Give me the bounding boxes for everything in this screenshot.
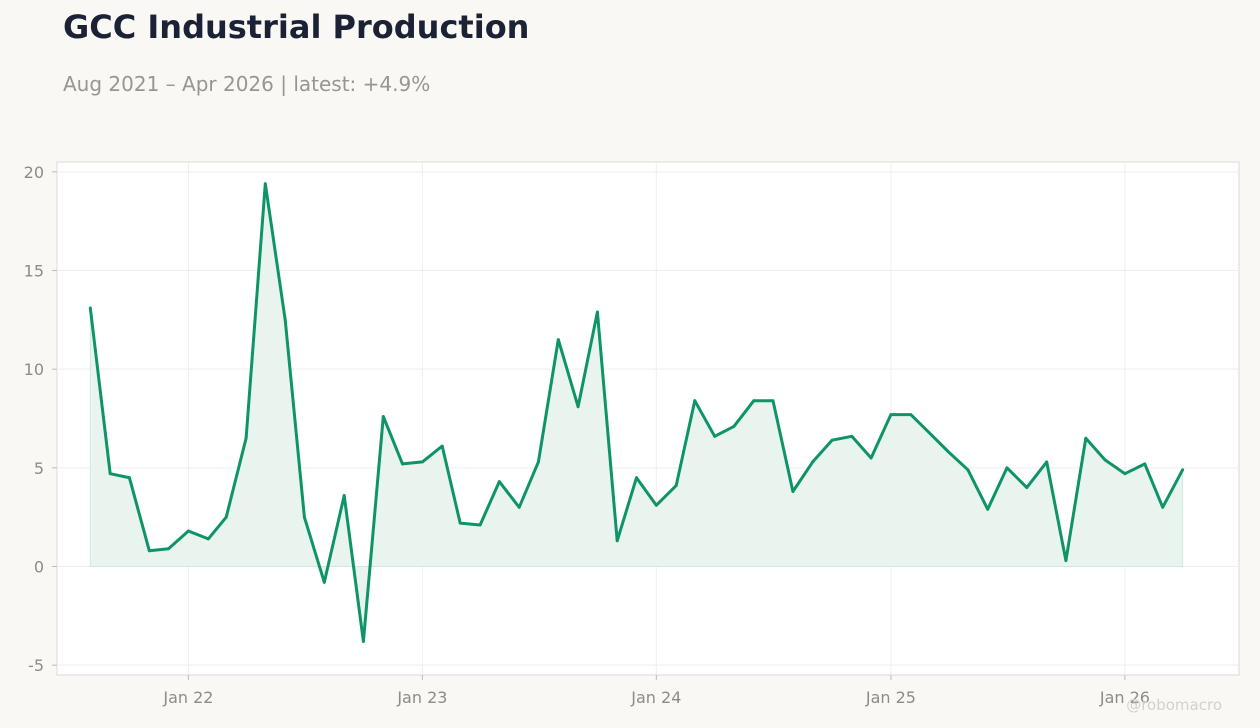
data-point [342, 494, 346, 497]
data-point [303, 515, 306, 519]
data-point [791, 490, 795, 493]
data-point [421, 460, 424, 464]
data-point [674, 484, 678, 487]
y-tick-label: 0 [34, 557, 44, 576]
data-point [713, 434, 717, 438]
y-axis: 20 15 10 5 0 -5 [24, 163, 57, 675]
data-point [889, 413, 893, 416]
data-point [830, 438, 834, 442]
data-point [206, 537, 210, 541]
y-tick-label: -5 [28, 656, 44, 675]
x-axis: Jan 22 Jan 23 Jan 24 Jan 25 Jan 26 [162, 675, 1150, 707]
data-point [752, 399, 756, 403]
data-point [1045, 460, 1049, 464]
data-point [224, 515, 228, 519]
data-point [1181, 468, 1184, 472]
data-point [596, 310, 599, 314]
watermark: @robomacro [1126, 696, 1222, 714]
data-point [401, 462, 404, 466]
data-point [1025, 486, 1029, 489]
data-points [88, 182, 1184, 643]
chart-subtitle: Aug 2021 – Apr 2026 | latest: +4.9% [63, 72, 431, 96]
data-point [322, 580, 326, 584]
data-point [517, 505, 521, 509]
data-point [1084, 436, 1088, 440]
data-point [986, 507, 990, 511]
data-point [1161, 505, 1165, 509]
data-point [966, 468, 970, 472]
data-point [1143, 462, 1147, 466]
data-point [1064, 559, 1068, 562]
data-point [771, 399, 775, 403]
data-point [947, 450, 950, 454]
data-point [88, 306, 92, 310]
data-point [869, 456, 873, 460]
data-point [263, 182, 267, 186]
data-point [1103, 458, 1107, 462]
data-point [615, 539, 619, 543]
data-point [108, 472, 112, 476]
plot-area [56, 161, 1240, 676]
x-tick-label: Jan 25 [865, 688, 916, 707]
x-tick-label: Jan 26 [1099, 688, 1150, 707]
data-point [127, 476, 131, 480]
data-point [1005, 466, 1009, 470]
data-point [576, 405, 580, 409]
x-tick-label: Jan 22 [162, 688, 213, 707]
data-point [497, 480, 501, 483]
data-point [283, 318, 287, 322]
data-point [167, 547, 170, 551]
data-point [1123, 472, 1127, 476]
data-point [147, 549, 151, 553]
data-point [440, 444, 444, 448]
data-point [556, 338, 560, 341]
data-point [732, 425, 736, 428]
data-point [362, 640, 365, 643]
data-point [654, 503, 658, 507]
y-tick-label: 5 [34, 459, 44, 478]
x-tick-label: Jan 24 [630, 688, 681, 707]
data-point [537, 460, 540, 464]
data-point [927, 430, 931, 434]
chart-title: GCC Industrial Production [63, 8, 530, 46]
data-point [850, 434, 854, 438]
data-point [909, 413, 913, 416]
data-point [635, 476, 638, 480]
y-tick-label: 20 [24, 163, 44, 182]
data-point [187, 529, 190, 533]
data-point [693, 399, 697, 403]
y-tick-label: 15 [24, 262, 44, 281]
data-point [478, 523, 482, 527]
data-point [458, 521, 462, 525]
data-point [244, 436, 248, 440]
data-point [381, 415, 385, 418]
y-tick-label: 10 [24, 360, 44, 379]
x-tick-label: Jan 23 [396, 688, 447, 707]
data-point [811, 460, 815, 464]
